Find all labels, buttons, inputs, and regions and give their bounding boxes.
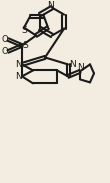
Text: N: N (77, 63, 83, 72)
Text: S: S (22, 41, 28, 50)
Text: N: N (15, 60, 21, 69)
Text: N: N (15, 72, 21, 81)
Text: O: O (2, 47, 8, 56)
Text: N: N (69, 60, 75, 69)
Text: N: N (48, 1, 54, 10)
Text: O: O (2, 35, 8, 44)
Text: S: S (21, 26, 27, 35)
